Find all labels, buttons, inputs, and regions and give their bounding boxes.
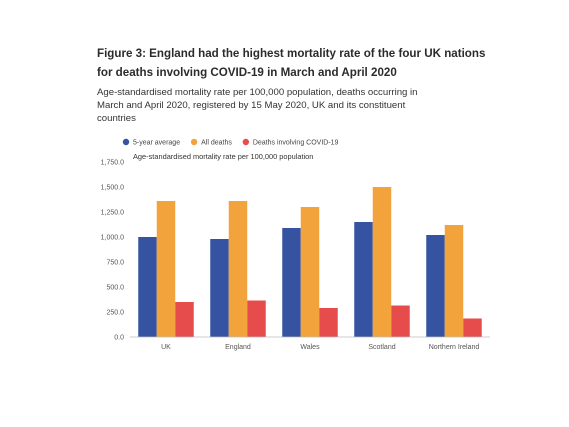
- y-tick-label: 1,500.0: [101, 185, 124, 192]
- legend-label: Deaths involving COVID-19: [253, 140, 339, 147]
- bar: [210, 239, 229, 337]
- x-tick-label: Wales: [300, 344, 320, 351]
- bar: [138, 237, 157, 337]
- y-tick-label: 1,750.0: [101, 160, 124, 167]
- bar: [319, 308, 338, 337]
- x-tick-label: UK: [161, 344, 171, 351]
- chart-subtitle: Age-standardised mortality rate per 100,…: [97, 87, 418, 124]
- bar: [282, 228, 301, 337]
- bar: [247, 300, 266, 337]
- legend: 5-year average All deaths Deaths involving…: [122, 138, 339, 147]
- chart-title: Figure 3: England had the highest mortal…: [97, 47, 486, 79]
- y-tick-label: 1,000.0: [101, 235, 124, 242]
- legend-swatch: [122, 138, 130, 146]
- x-tick-label: Scotland: [368, 344, 395, 351]
- y-tick-label: 250.0: [106, 310, 124, 317]
- y-tick-label: 0.0: [114, 335, 124, 342]
- bar: [300, 207, 320, 337]
- x-tick-label: Northern Ireland: [429, 344, 480, 351]
- bar: [444, 225, 464, 337]
- x-tick-label: England: [225, 344, 251, 351]
- bar: [175, 302, 194, 337]
- bar: [463, 318, 482, 337]
- y-tick-label: 750.0: [106, 260, 124, 267]
- bar: [156, 201, 176, 337]
- y-tick-label: 500.0: [106, 285, 124, 292]
- bar: [354, 222, 373, 337]
- bar: [391, 305, 410, 337]
- bar: [426, 235, 445, 337]
- bars: [138, 187, 482, 337]
- legend-swatch: [242, 138, 250, 146]
- bar: [372, 187, 392, 337]
- y-axis-label: Age-standardised mortality rate per 100,…: [133, 152, 313, 161]
- legend-swatch: [190, 138, 198, 146]
- legend-label: All deaths: [201, 140, 232, 147]
- bar: [228, 201, 248, 337]
- y-axis: 0.0 250.0 500.0 750.0 1,000.0 1,250.0 1,500.0 1…: [101, 160, 124, 342]
- x-axis: UK England Wales Scotland Northern Ireland: [161, 344, 479, 351]
- legend-label: 5-year average: [133, 140, 180, 147]
- y-tick-label: 1,250.0: [101, 210, 124, 217]
